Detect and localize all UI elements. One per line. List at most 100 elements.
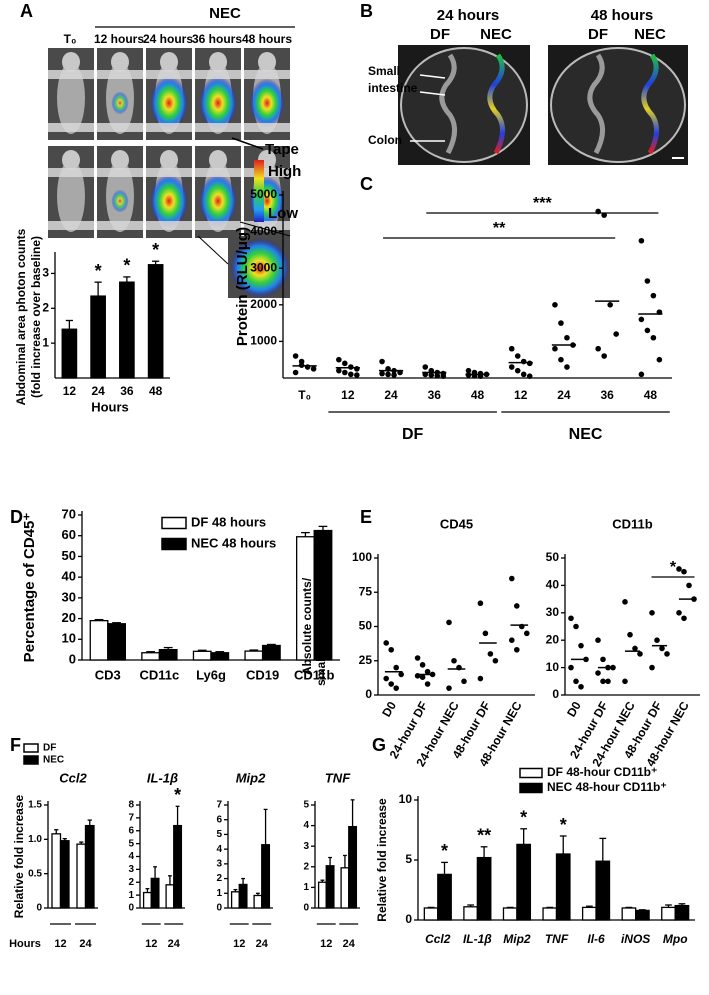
- dot: [595, 637, 601, 643]
- column-label: DF: [588, 26, 608, 43]
- y-tick-label: 5000: [250, 187, 277, 201]
- y-tick-label: 1.5: [28, 800, 42, 811]
- group-label: NEC: [569, 426, 603, 443]
- bar: [59, 840, 70, 909]
- signal: [111, 91, 129, 115]
- y-tick-label: 60: [62, 527, 76, 542]
- bar: [165, 884, 175, 909]
- x-tick-label: 12: [341, 388, 355, 402]
- y-tick-label: 7: [128, 813, 134, 824]
- dot: [644, 278, 651, 284]
- zoom-line: [239, 221, 291, 237]
- dot: [304, 364, 311, 370]
- dot: [659, 645, 665, 652]
- bar: [621, 907, 637, 921]
- color-scale: [254, 160, 264, 222]
- tape: [48, 168, 94, 177]
- y-tick-label: 1.0: [28, 834, 42, 845]
- tape-label: Tape: [265, 141, 299, 158]
- time-label: 48 hours: [242, 32, 292, 46]
- x-tick-label: 24: [557, 388, 571, 402]
- y-tick-label: 50: [359, 619, 373, 633]
- significance: *: [560, 815, 567, 835]
- zoom-line: [197, 235, 229, 265]
- y-tick-label: 10: [399, 792, 413, 806]
- x-tick-label: iNOS: [621, 932, 650, 946]
- y-tick-label: 30: [546, 605, 560, 619]
- y-tick-label: 40: [546, 578, 560, 592]
- bar: [423, 907, 439, 921]
- dot: [595, 670, 601, 676]
- dot: [461, 678, 467, 685]
- x-tick-label: IL-1β: [463, 932, 492, 946]
- dot: [514, 603, 520, 609]
- bar: [476, 856, 492, 921]
- dot: [520, 371, 527, 378]
- dot: [446, 619, 452, 626]
- tape: [48, 123, 94, 132]
- bar: [147, 264, 164, 379]
- bar: [230, 891, 240, 909]
- y-tick-label: 4: [303, 820, 309, 831]
- time-label: T₀: [64, 32, 77, 46]
- legend-label: DF: [43, 743, 56, 754]
- dot: [354, 366, 360, 372]
- x-tick-label: 48: [644, 388, 658, 402]
- y-tick-label: 2: [128, 877, 134, 888]
- mouse-head: [209, 150, 227, 170]
- legend-swatch: [23, 743, 39, 753]
- significance: *: [123, 256, 130, 276]
- dot: [627, 631, 633, 638]
- legend-swatch: [161, 516, 187, 530]
- bar: [463, 906, 479, 921]
- dot: [509, 637, 515, 643]
- dot: [605, 678, 611, 685]
- x-tick-label: Il-6: [587, 932, 605, 946]
- bar: [674, 904, 690, 921]
- tape: [146, 70, 192, 79]
- y-axis-label: Relative fold increase: [12, 794, 26, 918]
- x-tick-label: 36: [600, 388, 614, 402]
- bar: [340, 867, 350, 909]
- dot: [385, 371, 391, 378]
- x-tick-label: 24: [168, 938, 181, 950]
- y-tick-label: 50: [546, 550, 560, 564]
- tape-arrow: [231, 137, 264, 150]
- dot: [398, 671, 405, 678]
- bar: [555, 853, 571, 921]
- bar: [89, 619, 109, 661]
- y-tick-label: 75: [359, 584, 373, 598]
- y-axis-label: Relative fold increase: [375, 798, 389, 922]
- significance: *: [441, 841, 448, 861]
- dot: [578, 683, 584, 690]
- x-tick-label: Mip2: [503, 932, 531, 946]
- time-label: 36 hours: [192, 32, 242, 46]
- dot: [487, 651, 494, 657]
- mouse-head: [258, 52, 276, 72]
- tape: [195, 123, 241, 132]
- tape: [97, 70, 143, 79]
- dot: [568, 664, 574, 671]
- dot: [310, 366, 317, 372]
- bar: [173, 824, 183, 909]
- group-label: NEC: [209, 5, 241, 22]
- x-tick-label: CD3: [95, 667, 121, 682]
- dot: [649, 664, 655, 671]
- bar: [437, 873, 452, 921]
- time-label: 24 hours: [437, 7, 500, 24]
- x-tick-label: CD11b: [294, 667, 335, 682]
- y-tick-label: 2: [216, 873, 222, 884]
- tape: [48, 221, 94, 230]
- signal: [150, 76, 188, 130]
- dot: [552, 302, 558, 308]
- y-tick-label: 1: [216, 888, 222, 899]
- dot: [649, 610, 655, 616]
- chart-title: Ccl2: [59, 770, 87, 785]
- tape: [195, 221, 241, 230]
- y-tick-label: 5: [405, 852, 412, 866]
- dot: [477, 675, 484, 682]
- x-tick-label: 12: [54, 938, 66, 950]
- bar: [51, 833, 62, 909]
- dot: [348, 371, 354, 378]
- bar: [581, 906, 597, 921]
